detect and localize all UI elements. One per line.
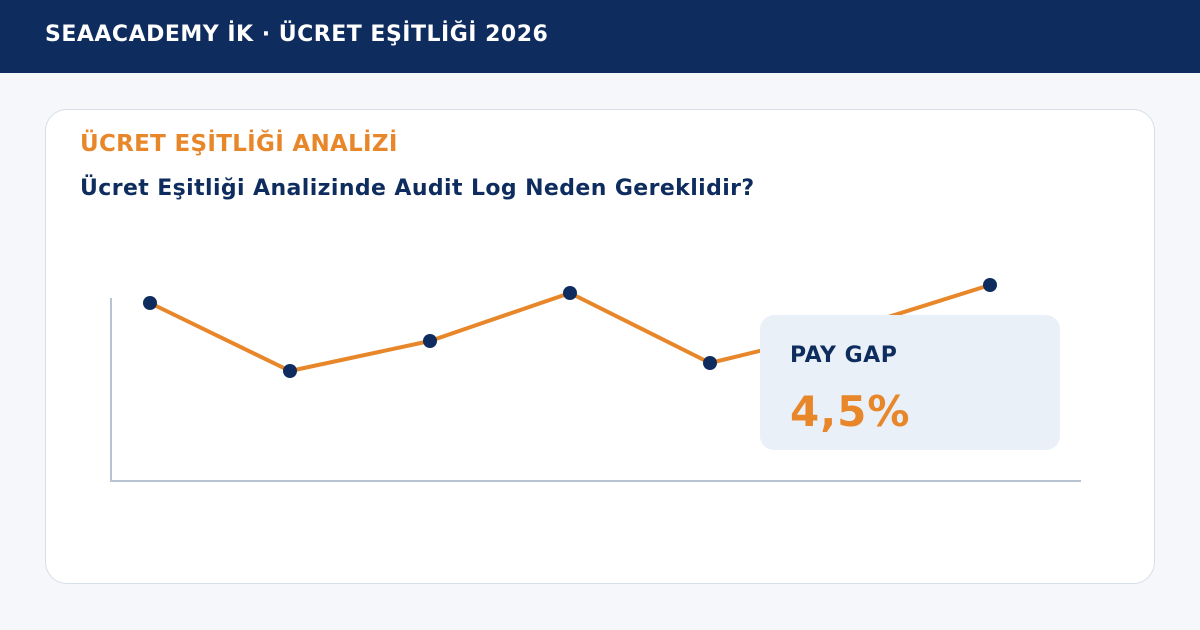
banner-title: SEAACADEMY İK · ÜCRET EŞİTLİĞİ 2026 (45, 22, 549, 47)
pay-gap-card: PAY GAP 4,5% (760, 315, 1060, 450)
pay-gap-value: 4,5% (790, 387, 911, 436)
data-point-5 (703, 356, 717, 370)
section-eyebrow: ÜCRET EŞİTLİĞİ ANALİZİ (80, 131, 398, 157)
data-point-4 (563, 286, 577, 300)
data-point-2 (283, 364, 297, 378)
data-point-1 (143, 296, 157, 310)
data-point-7 (983, 278, 997, 292)
top-banner: SEAACADEMY İK · ÜCRET EŞİTLİĞİ 2026 (0, 0, 1200, 73)
pay-gap-label: PAY GAP (790, 343, 898, 368)
data-point-3 (423, 334, 437, 348)
article-title: Ücret Eşitliği Analizinde Audit Log Nede… (80, 176, 755, 201)
